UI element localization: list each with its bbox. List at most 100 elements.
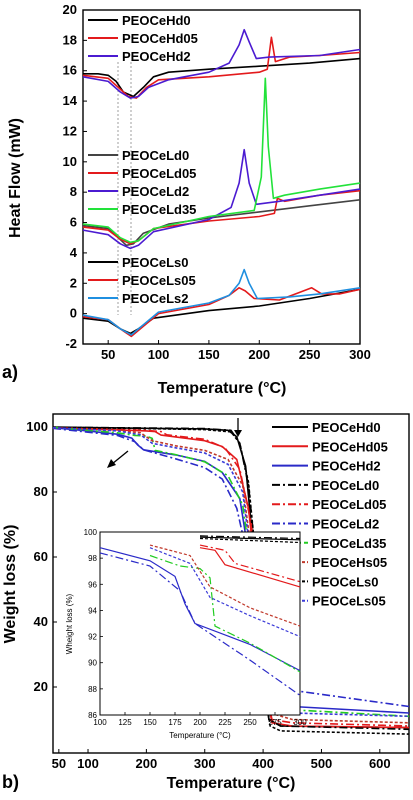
inset-xlabel: Temperature (°C): [169, 731, 231, 740]
panel-b-legend-label: PEOCeHs05: [312, 555, 387, 570]
panel-b-xtick-label: 50: [52, 756, 66, 771]
panel-b-xtick-label: 300: [194, 756, 216, 771]
panel-b-xtick-label: 500: [311, 756, 333, 771]
panel-a-legend-label: PEOCeHd0: [122, 13, 191, 28]
panel-a-series-line-PEOCeHd05: [82, 36, 361, 99]
panel-a-y-ticks: -2 0 2 4 6 8 10 12 14 16 18 20: [63, 2, 87, 351]
onset-arrow-head: [234, 430, 242, 437]
inset-series-line-PEOCeLd35: [149, 554, 301, 673]
panel-a-label: a): [2, 362, 18, 382]
panel-b-legend-label: PEOCeHd0: [312, 420, 381, 435]
panel-b-legend-label: PEOCeLs0: [312, 574, 378, 589]
inset-ytick-label: 100: [84, 528, 98, 537]
panel-b-legend-label: PEOCeLd35: [312, 536, 386, 551]
panel-b-series-line-PEOCeLs0: [52, 426, 410, 735]
inset-ylabel: Wheight loss (%): [65, 593, 74, 654]
inset-series-line-PEOCeHd0: [199, 536, 301, 541]
panel-b-label: b): [2, 772, 19, 792]
inset-xtick-label: 125: [118, 718, 132, 727]
panel-a-ylabel: Heat Flow (mW): [7, 118, 24, 238]
inset-series-line-PEOCeLs05: [149, 547, 301, 638]
panel-b-legend-label: PEOCeHd2: [312, 459, 381, 474]
panel-b-ytick-label: 80: [34, 484, 48, 499]
inset-ytick-label: 94: [88, 606, 97, 615]
panel-a-x-ticks: 50 100 150 200 250 300: [101, 340, 371, 362]
panel-a-plot-frame: [82, 9, 361, 345]
panel-b-arrows: [107, 418, 242, 468]
panel-a-series: [82, 28, 361, 338]
panel-a-legend-label: PEOCeLd05: [122, 166, 196, 181]
panel-a-series-line-PEOCeHd2: [82, 28, 361, 99]
panel-b-legend-label: PEOCeLd05: [312, 497, 386, 512]
panel-b-ylabel: Weight loss (%): [2, 525, 19, 644]
inset-ytick-label: 98: [88, 554, 97, 563]
panel-a-legend-label: PEOCeHd05: [122, 31, 198, 46]
inset-series-line-PEOCeLd0: [199, 535, 301, 540]
panel-b-y-ticks: 20 40 60 80 100: [26, 419, 57, 694]
inset-xtick-label: 250: [243, 718, 257, 727]
inset-xtick-label: 175: [168, 718, 182, 727]
inset-series-line-PEOCeHd05: [199, 547, 301, 588]
panel-a-legend-label: PEOCeLs05: [122, 273, 196, 288]
inset-ytick-label: 90: [88, 659, 97, 668]
panel-b-series-line-PEOCeLs05: [52, 426, 410, 718]
inset-background: [100, 532, 300, 715]
inset-xtick-label: 300: [293, 718, 307, 727]
inset-xtick-label: 275: [268, 718, 282, 727]
panel-a-ytick-label: 12: [63, 123, 77, 138]
panel-b-x-ticks: 50 100 200 300 400 500 600: [52, 749, 391, 771]
panel-b-xlabel: Temperature (°C): [167, 775, 296, 792]
panel-b: 50 100 200 300 400 500 600 20 40 60 80 100 PEOCeHd…: [2, 413, 410, 792]
panel-a-legend-label: PEOCeLd2: [122, 184, 189, 199]
panel-a-xtick-label: 150: [198, 347, 220, 362]
panel-b-ytick-label: 20: [34, 679, 48, 694]
panel-b-legend: PEOCeHd0 PEOCeHd05 PEOCeHd2 PEOCeLd0 PEOCeLd…: [272, 420, 388, 609]
inset-x-ticks: 100 125 150 175 200 225 250 275 300: [93, 712, 307, 727]
inset-ytick-label: 92: [88, 633, 97, 642]
panel-a-series-line-PEOCeHd0: [83, 57, 361, 98]
inset-series: [99, 535, 301, 696]
inset-ytick-label: 86: [88, 711, 97, 720]
panel-a-ytick-label: 0: [70, 306, 77, 321]
panel-b-legend-label: PEOCeLd2: [312, 517, 379, 532]
panel-b-xtick-label: 400: [252, 756, 274, 771]
panel-a-legend-label: PEOCeLd0: [122, 148, 189, 163]
panel-a-series-line-PEOCeLs05: [82, 287, 361, 338]
inset-series-line-PEOCeLs0: [199, 537, 301, 544]
panel-b-ytick-label: 100: [26, 419, 48, 434]
step-arrow: [111, 450, 129, 465]
inset-y-ticks: 86 88 90 92 94 96 98 100: [84, 528, 103, 720]
panel-a-xtick-label: 50: [101, 347, 115, 362]
panel-a-xtick-label: 300: [349, 347, 371, 362]
panel-a-ytick-label: -2: [65, 336, 77, 351]
panel-a-ytick-label: 14: [63, 93, 78, 108]
panel-a-ytick-label: 10: [63, 154, 77, 169]
panel-a-xlabel: Temperature (°C): [158, 380, 287, 397]
panel-a-series-line-PEOCeLd35: [82, 77, 361, 244]
inset-ytick-label: 88: [88, 685, 97, 694]
panel-b-series-line-PEOCeLd05: [52, 426, 410, 727]
panel-a-ytick-label: 8: [70, 184, 77, 199]
panel-a-ytick-label: 20: [63, 2, 77, 17]
panel-b-series-line-PEOCeLd35: [52, 426, 410, 718]
inset-ytick-label: 96: [88, 580, 97, 589]
panel-b-xtick-label: 600: [369, 756, 391, 771]
panel-b-ytick-label: 40: [34, 614, 48, 629]
panel-a-series-line-PEOCeLs2: [82, 268, 361, 336]
panel-b-legend-label: PEOCeHd05: [312, 439, 388, 454]
panel-a-legend-label: PEOCeLs2: [122, 291, 188, 306]
panel-b-legend-label: PEOCeLs05: [312, 594, 386, 609]
inset-series-line-PEOCeHd2: [99, 547, 301, 672]
panel-a-ytick-label: 16: [63, 63, 77, 78]
panel-a-ytick-label: 6: [70, 215, 77, 230]
inset-xtick-label: 100: [93, 718, 107, 727]
panel-a-legend-label: PEOCeLs0: [122, 255, 188, 270]
inset-xtick-label: 200: [193, 718, 207, 727]
inset-series-line-PEOCeHs05: [149, 544, 301, 627]
panel-b-xtick-label: 100: [77, 756, 99, 771]
panel-a-legend-label: PEOCeHd2: [122, 49, 191, 64]
step-arrow-head: [107, 459, 116, 468]
inset-xtick-label: 150: [143, 718, 157, 727]
inset-series-line-PEOCeLd2: [99, 552, 301, 696]
